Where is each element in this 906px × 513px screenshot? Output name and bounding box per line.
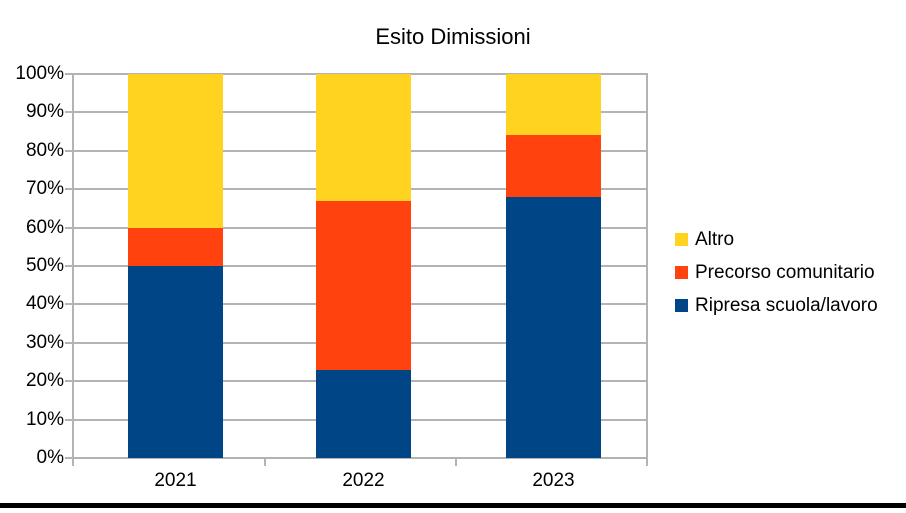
legend-swatch-icon (675, 266, 688, 279)
y-tick-70 (65, 188, 73, 190)
y-axis-label: 70% (25, 178, 64, 199)
bar-segment-2023-altro (506, 74, 601, 136)
bar-segment-2023-precorso-comunitario (506, 135, 601, 197)
x-tick-2 (455, 458, 457, 466)
y-axis-label: 20% (25, 370, 64, 391)
legend-label: Altro (695, 228, 735, 250)
y-axis-label: 80% (25, 140, 64, 161)
bar-2023 (506, 74, 601, 458)
legend: Altro Precorso comunitario Ripresa scuola/… (675, 223, 878, 322)
plot-right-edge (646, 74, 648, 466)
y-tick-10 (65, 419, 73, 421)
legend-swatch-icon (675, 299, 688, 312)
y-tick-20 (65, 380, 73, 382)
x-axis-label: 2021 (154, 470, 197, 491)
y-tick-40 (65, 303, 73, 305)
y-tick-0 (65, 457, 73, 459)
legend-swatch-icon (675, 233, 688, 246)
legend-item-altro: Altro (675, 223, 878, 256)
bottom-rule (0, 503, 906, 508)
y-tick-90 (65, 111, 73, 113)
legend-item-precorso-comunitario: Precorso comunitario (675, 256, 878, 289)
bar-segment-2021-altro (128, 74, 223, 228)
y-axis-label: 100% (15, 63, 64, 84)
bar-segment-2022-ripresa-scuola-lavoro (316, 369, 411, 458)
y-tick-60 (65, 227, 73, 229)
bar-segment-2023-ripresa-scuola-lavoro (506, 196, 601, 458)
y-axis-label: 40% (25, 293, 64, 314)
chart-title: Esito Dimissioni (375, 24, 531, 49)
y-axis-label: 10% (25, 409, 64, 430)
y-axis-line (72, 74, 74, 466)
legend-label: Ripresa scuola/lavoro (695, 294, 878, 316)
y-tick-100 (65, 73, 73, 75)
x-axis-label: 2023 (532, 470, 575, 491)
bar-segment-2021-precorso-comunitario (128, 227, 223, 266)
bar-segment-2022-altro (316, 74, 411, 201)
y-axis-label: 60% (25, 217, 64, 238)
bar-segment-2022-precorso-comunitario (316, 200, 411, 370)
y-axis-label: 50% (25, 255, 64, 276)
y-axis-label: 30% (25, 332, 64, 353)
gridline-0 (73, 457, 648, 459)
bar-segment-2021-ripresa-scuola-lavoro (128, 265, 223, 458)
y-tick-30 (65, 342, 73, 344)
bar-2021 (128, 74, 223, 458)
x-axis-label: 2022 (342, 470, 385, 491)
legend-label: Precorso comunitario (695, 261, 875, 283)
y-axis-label: 90% (25, 101, 64, 122)
y-tick-50 (65, 265, 73, 267)
bar-2022 (316, 74, 411, 458)
y-tick-80 (65, 150, 73, 152)
y-axis-label: 0% (36, 447, 64, 468)
x-tick-1 (264, 458, 266, 466)
legend-item-ripresa-scuola-lavoro: Ripresa scuola/lavoro (675, 289, 878, 322)
